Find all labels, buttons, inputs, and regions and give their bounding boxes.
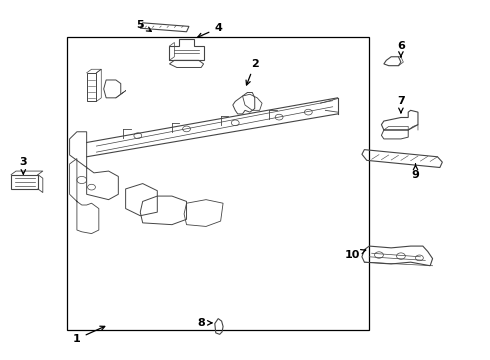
- Bar: [67, 37, 369, 330]
- Text: 2: 2: [246, 59, 259, 85]
- Text: 3: 3: [20, 157, 27, 174]
- Text: 1: 1: [73, 326, 105, 344]
- Text: 6: 6: [397, 41, 405, 57]
- Text: 9: 9: [412, 164, 419, 180]
- Text: 7: 7: [397, 96, 405, 113]
- Text: 10: 10: [344, 249, 366, 260]
- Text: 4: 4: [197, 23, 222, 37]
- Text: 5: 5: [136, 19, 151, 31]
- Text: 8: 8: [197, 318, 212, 328]
